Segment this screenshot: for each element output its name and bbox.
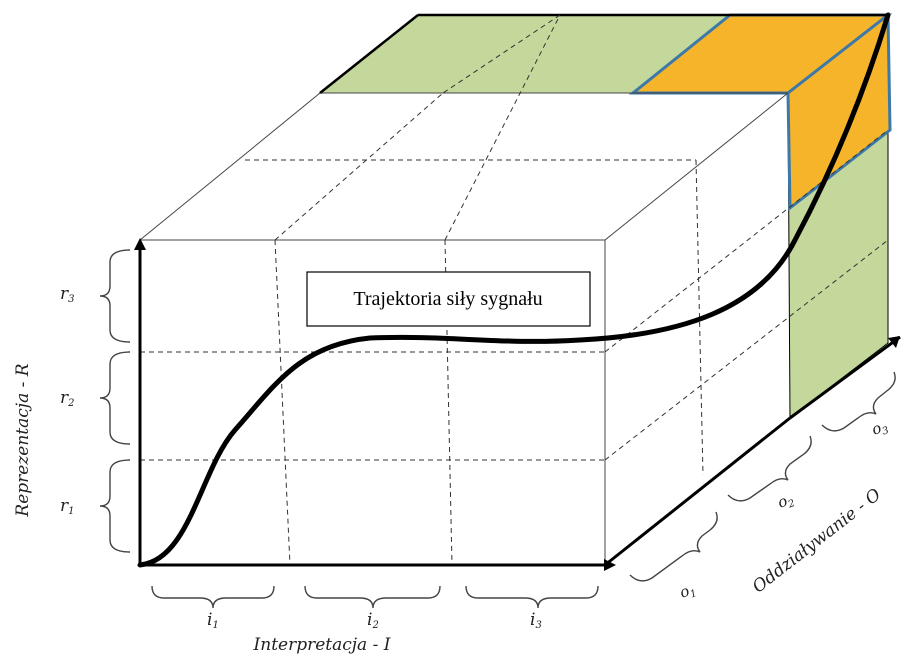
cube-outline (139, 13, 901, 567)
y-segment-label-2: r2 (60, 388, 75, 409)
z-braces (629, 371, 896, 582)
top-grid (245, 14, 696, 241)
y-braces (99, 249, 131, 553)
y-axis-label: Reprezentacja - R (13, 363, 33, 517)
x-braces (151, 585, 599, 609)
signal-trajectory (137, 12, 891, 568)
x-segment-label-2: i2 (367, 610, 379, 631)
y-axis-arrowhead (134, 238, 146, 250)
x-axis-arrowhead (604, 559, 616, 571)
orange-highlight-side (786, 11, 892, 212)
x-axis-label: Interpretacja - I (253, 635, 391, 655)
x-segment-label-3: i3 (530, 610, 542, 631)
axes (134, 238, 900, 571)
z-segment-label-2: o2 (775, 490, 796, 514)
signal-label-box (306, 271, 591, 327)
y-segment-label-1: r1 (60, 496, 75, 517)
z-segment-label-1: o1 (677, 580, 698, 604)
signal-label: Trajektoria siły sygnału (353, 288, 542, 310)
y-segment-labels: r1 r2 r3 (60, 284, 75, 517)
x-segment-label-1: i1 (207, 610, 219, 631)
z-segment-label-3: o3 (869, 417, 890, 441)
z-axis-label: Oddziaływanie - O (749, 485, 885, 597)
z-axis-arrowhead (888, 336, 900, 348)
x-segment-labels: i1 i2 i3 (207, 610, 542, 631)
y-segment-label-3: r3 (60, 284, 75, 305)
